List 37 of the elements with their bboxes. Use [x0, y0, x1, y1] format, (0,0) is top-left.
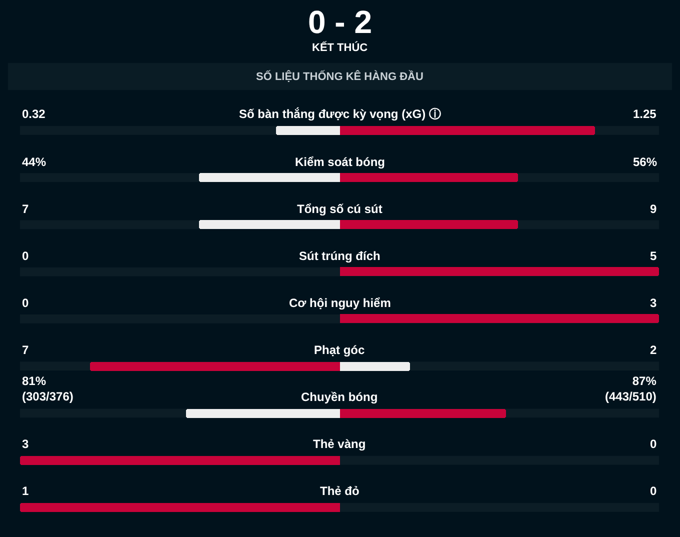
- annotation: 3: [650, 296, 657, 310]
- bar: [340, 220, 518, 229]
- annotation: 56%: [633, 155, 658, 169]
- y-tick-label: Số bàn thắng được kỳ vọng (xG) ⓘ: [239, 107, 441, 121]
- y-tick-label: Thẻ vàng: [313, 437, 366, 451]
- bar: [340, 409, 506, 418]
- annotation: 7: [22, 343, 29, 357]
- y-tick-label: Sút trúng đích: [299, 249, 380, 263]
- annotation: 0: [22, 249, 29, 263]
- bar: [276, 126, 340, 135]
- y-tick-label: Kiểm soát bóng: [295, 155, 386, 169]
- annotation: 7: [22, 202, 29, 216]
- chart-title: 0 - 2: [308, 4, 372, 40]
- annotation: 87% (443/510): [605, 374, 657, 404]
- text: SỐ LIỆU THỐNG KÊ HÀNG ĐẦU: [256, 70, 424, 83]
- y-tick-label: Thẻ đỏ: [320, 484, 360, 498]
- annotation: 81% (303/376): [22, 374, 74, 404]
- bar: [340, 173, 518, 182]
- annotation: 9: [650, 202, 657, 216]
- annotation: 1: [22, 484, 29, 498]
- annotation: 0: [22, 296, 29, 310]
- y-tick-label: Tổng số cú sút: [297, 202, 382, 216]
- annotation: 0: [650, 484, 657, 498]
- bar: [199, 173, 340, 182]
- chart-subtitle: KẾT THÚC: [312, 41, 368, 54]
- y-tick-label: Chuyền bóng: [301, 390, 378, 404]
- annotation: 0.32: [22, 107, 46, 121]
- annotation: 5: [650, 249, 657, 263]
- annotation: 2: [650, 343, 657, 357]
- y-tick-label: Cơ hội nguy hiểm: [289, 296, 391, 310]
- annotation: 1.25: [633, 107, 657, 121]
- annotation: 0: [650, 437, 657, 451]
- y-tick-label: Phạt góc: [314, 343, 365, 357]
- bar: [199, 220, 340, 229]
- annotation: 3: [22, 437, 29, 451]
- annotation: 44%: [22, 155, 46, 169]
- bar: [186, 409, 340, 418]
